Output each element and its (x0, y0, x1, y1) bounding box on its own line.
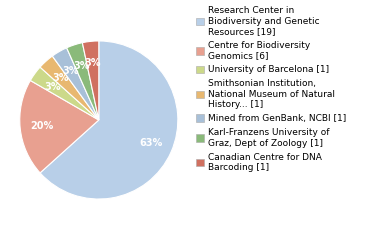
Legend: Research Center in
Biodiversity and Genetic
Resources [19], Centre for Biodivers: Research Center in Biodiversity and Gene… (195, 5, 348, 174)
Wedge shape (40, 41, 178, 199)
Wedge shape (52, 48, 99, 120)
Text: 3%: 3% (44, 82, 61, 91)
Wedge shape (30, 67, 99, 120)
Text: 20%: 20% (30, 121, 54, 131)
Wedge shape (82, 41, 99, 120)
Text: 3%: 3% (73, 61, 89, 71)
Wedge shape (20, 80, 99, 173)
Text: 63%: 63% (139, 138, 162, 148)
Text: 3%: 3% (52, 73, 69, 83)
Wedge shape (40, 56, 99, 120)
Text: 3%: 3% (85, 58, 101, 68)
Wedge shape (66, 43, 99, 120)
Text: 3%: 3% (62, 66, 79, 76)
